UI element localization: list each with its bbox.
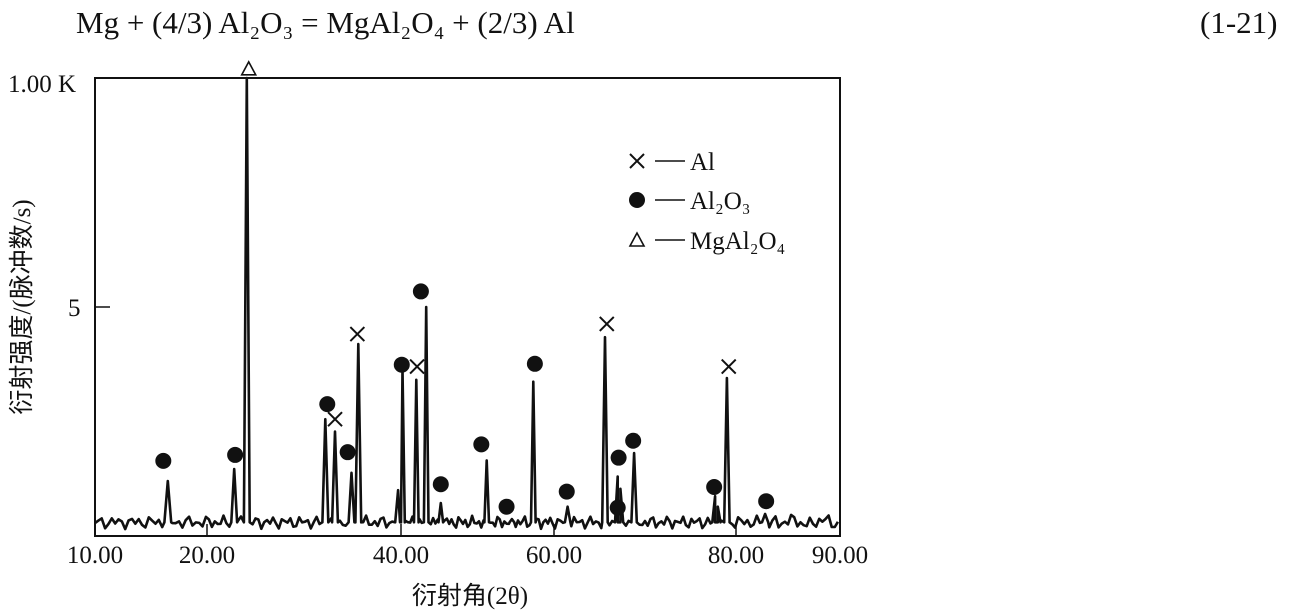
al2o3-marker xyxy=(498,498,515,515)
al-marker xyxy=(599,316,615,332)
al2o3-marker xyxy=(558,483,575,500)
legend-label: Al₂O₃ xyxy=(690,188,751,215)
al2o3-marker xyxy=(609,499,626,516)
al2o3-marker xyxy=(339,444,356,461)
al2o3-marker xyxy=(227,446,244,463)
phase-markers xyxy=(155,60,775,516)
equation-number: (1-21) xyxy=(1200,5,1277,40)
x-axis-ticks: 10.00 20.00 40.00 60.00 80.00 90.00 xyxy=(67,524,868,569)
mgal2o4-marker xyxy=(240,60,258,76)
al2o3-marker xyxy=(412,283,429,300)
filled-circle-icon xyxy=(629,192,645,208)
xrd-series-line xyxy=(94,76,840,531)
legend: Al Al₂O₃ MgAl₂O₄ xyxy=(628,149,785,255)
y-axis-label: 衍射强度/(脉冲数/s) xyxy=(8,199,36,414)
legend-item-al2o3: Al₂O₃ xyxy=(629,188,751,215)
x-tick-label: 60.00 xyxy=(526,542,582,569)
al2o3-marker xyxy=(473,436,490,453)
al2o3-marker xyxy=(610,449,627,466)
legend-item-mgal2o4: MgAl₂O₄ xyxy=(628,228,785,255)
al-marker xyxy=(349,326,366,342)
legend-label: MgAl₂O₄ xyxy=(690,228,785,255)
al-marker xyxy=(409,358,425,375)
x-tick-label: 20.00 xyxy=(179,542,235,569)
cross-icon xyxy=(629,153,645,169)
al2o3-marker xyxy=(393,356,410,373)
al2o3-marker xyxy=(319,396,336,413)
al2o3-marker xyxy=(625,432,642,449)
x-tick-label: 80.00 xyxy=(708,542,764,569)
legend-label: Al xyxy=(690,149,715,176)
al-marker xyxy=(721,358,737,375)
open-triangle-icon xyxy=(628,231,646,247)
x-tick-label: 90.00 xyxy=(812,542,868,569)
y-tick-label-top: 1.00 K xyxy=(8,71,76,98)
x-tick-label: 10.00 xyxy=(67,542,123,569)
al2o3-marker xyxy=(526,355,543,372)
al2o3-marker xyxy=(432,476,449,493)
al2o3-marker xyxy=(706,478,723,495)
al2o3-marker xyxy=(155,452,172,469)
y-tick-label-mid: 5 xyxy=(68,295,81,322)
al2o3-marker xyxy=(758,493,775,510)
reaction-equation: Mg + (4/3) Al₂O₃ = MgAl₂O₄ + (2/3) Al xyxy=(76,5,575,40)
x-axis-label: 衍射角(2θ) xyxy=(412,582,528,610)
legend-item-al: Al xyxy=(629,149,715,176)
x-tick-label: 40.00 xyxy=(373,542,429,569)
al-marker xyxy=(327,411,343,427)
